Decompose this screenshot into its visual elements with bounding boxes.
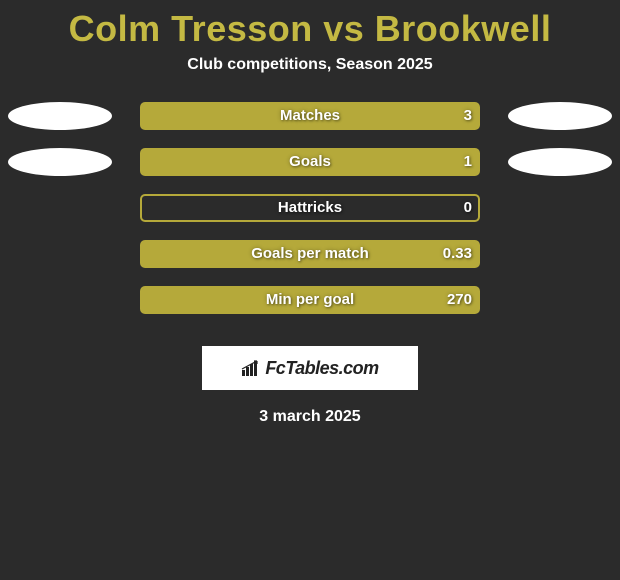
date-label: 3 march 2025: [0, 408, 620, 426]
logo-box[interactable]: FcTables.com: [202, 346, 418, 390]
logo-text: FcTables.com: [265, 358, 378, 379]
right-avatar-placeholder: [508, 102, 612, 130]
page-title: Colm Tresson vs Brookwell: [0, 0, 620, 56]
logo: FcTables.com: [241, 358, 378, 379]
subtitle: Club competitions, Season 2025: [0, 56, 620, 74]
stat-row: Goals per match0.33: [0, 240, 620, 286]
stat-row: Hattricks0: [0, 194, 620, 240]
stat-row: Matches3: [0, 102, 620, 148]
left-avatar-placeholder: [8, 148, 112, 176]
stat-bar-fill: [142, 288, 478, 312]
stat-bar: [140, 194, 480, 222]
stat-bar: [140, 240, 480, 268]
stat-row: Goals1: [0, 148, 620, 194]
stat-row: Min per goal270: [0, 286, 620, 332]
stat-rows: Matches3Goals1Hattricks0Goals per match0…: [0, 102, 620, 332]
stat-bar: [140, 102, 480, 130]
comparison-card: Colm Tresson vs Brookwell Club competiti…: [0, 0, 620, 580]
stat-bar-fill: [142, 104, 478, 128]
stat-bar-fill: [142, 150, 478, 174]
stat-bar-fill: [142, 242, 478, 266]
stat-bar: [140, 286, 480, 314]
left-avatar-placeholder: [8, 102, 112, 130]
bar-chart-icon: [241, 360, 261, 376]
stat-bar: [140, 148, 480, 176]
right-avatar-placeholder: [508, 148, 612, 176]
